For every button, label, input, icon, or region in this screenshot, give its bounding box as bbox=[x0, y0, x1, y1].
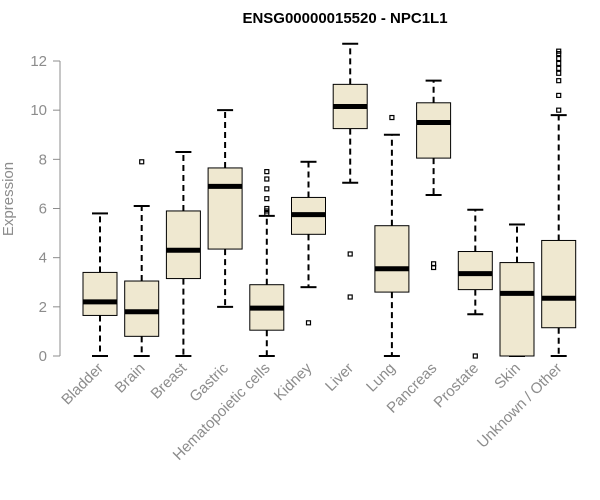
y-axis-ticks: 0 2 4 6 8 10 12 bbox=[30, 53, 60, 365]
y-axis-label: Expression bbox=[0, 162, 17, 236]
outlier-point bbox=[556, 107, 562, 113]
outlier-point bbox=[264, 196, 270, 202]
outlier-point bbox=[264, 169, 270, 175]
x-tick-label: Lung bbox=[363, 360, 399, 396]
outlier-point bbox=[472, 353, 478, 359]
x-tick-label: Prostate bbox=[431, 360, 483, 412]
box-iqr bbox=[541, 239, 577, 329]
outlier-point bbox=[305, 320, 312, 326]
box-group bbox=[499, 223, 535, 357]
y-tick-label: 12 bbox=[30, 53, 47, 70]
chart-title: ENSG00000015520 - NPC1L1 bbox=[242, 10, 447, 27]
y-tick-label: 0 bbox=[39, 348, 47, 365]
boxes-layer bbox=[82, 42, 577, 359]
box-iqr bbox=[499, 262, 535, 357]
box-iqr bbox=[207, 167, 243, 250]
y-tick-label: 4 bbox=[39, 250, 47, 267]
outlier-point bbox=[264, 186, 270, 192]
box-iqr bbox=[416, 102, 452, 159]
box-group bbox=[291, 160, 326, 326]
outlier-point bbox=[556, 60, 562, 67]
outlier-point bbox=[347, 251, 353, 257]
box-group bbox=[207, 109, 243, 308]
outlier-point bbox=[556, 70, 562, 76]
x-tick-label: Liver bbox=[322, 360, 357, 395]
outlier-point bbox=[431, 261, 437, 267]
box-group bbox=[249, 169, 285, 357]
outlier-point bbox=[264, 205, 270, 212]
box-iqr bbox=[457, 251, 493, 291]
outlier-point bbox=[556, 92, 562, 99]
x-tick-label: Bladder bbox=[58, 360, 107, 409]
outlier-point bbox=[264, 176, 270, 182]
y-tick-label: 2 bbox=[39, 299, 47, 316]
outlier-point bbox=[139, 159, 145, 165]
box-group bbox=[332, 42, 368, 300]
outlier-point bbox=[389, 114, 395, 121]
box-group bbox=[457, 208, 493, 359]
y-tick-label: 8 bbox=[39, 151, 47, 168]
box-group bbox=[374, 114, 410, 357]
box-group bbox=[82, 212, 118, 357]
box-group bbox=[416, 79, 452, 271]
outlier-point bbox=[556, 55, 562, 62]
y-tick-label: 6 bbox=[39, 201, 47, 218]
x-tick-label: Breast bbox=[148, 359, 191, 402]
box-iqr bbox=[82, 271, 118, 316]
y-tick-label: 10 bbox=[30, 102, 47, 119]
box-group bbox=[541, 48, 577, 357]
outlier-point bbox=[556, 65, 562, 71]
outlier-point bbox=[556, 48, 562, 54]
x-tick-label: Kidney bbox=[271, 359, 316, 404]
x-tick-label: Skin bbox=[491, 360, 524, 393]
box-iqr bbox=[374, 225, 410, 293]
outlier-point bbox=[556, 78, 562, 84]
box-iqr bbox=[165, 210, 201, 280]
box-group bbox=[124, 159, 160, 357]
outlier-point bbox=[347, 294, 353, 300]
box-group bbox=[165, 150, 201, 357]
box-iqr bbox=[124, 280, 160, 337]
x-tick-label: Brain bbox=[112, 360, 149, 397]
